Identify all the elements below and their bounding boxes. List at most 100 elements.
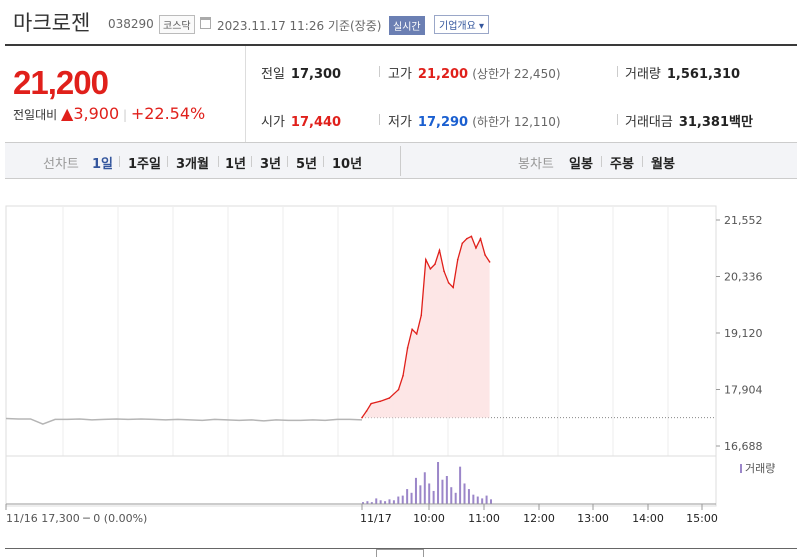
- data-point: [415, 333, 418, 335]
- y-tick-label: 20,336: [724, 271, 763, 284]
- prev-day-label: 11/16 17,300 ─ 0 (0.00%): [6, 512, 147, 525]
- data-point: [370, 402, 372, 405]
- y-tick-label: 16,688: [724, 440, 763, 453]
- volume-bar: [362, 502, 364, 504]
- volume-bar: [432, 490, 435, 504]
- day-low-label: 저가: [388, 115, 412, 130]
- tab-daily-candle[interactable]: 일봉: [569, 157, 593, 172]
- upper-limit: (상한가 22,450): [472, 67, 561, 81]
- series-today-line: [361, 235, 491, 418]
- lower-limit: (하한가 12,110): [472, 115, 561, 129]
- trade-value-value: 31,381: [678, 115, 730, 130]
- data-point: [488, 261, 491, 263]
- volume-bar: [459, 466, 462, 504]
- open-price: 시가 17,440: [261, 111, 341, 130]
- data-point: [365, 410, 368, 412]
- data-point: [479, 237, 482, 240]
- volume-bar: [406, 489, 409, 504]
- volume-bar: [423, 472, 426, 504]
- x-tick-label: 11:00: [468, 512, 500, 525]
- volume-bar: [379, 500, 382, 504]
- change-percent: +22.54%: [130, 104, 206, 123]
- y-tick-label: 21,552: [724, 214, 763, 227]
- data-point: [466, 237, 468, 240]
- volume-bar: [366, 501, 369, 504]
- data-point: [452, 286, 454, 289]
- line-chart-label: 선차트: [43, 157, 79, 172]
- volume-bar: [467, 489, 470, 504]
- volume-value: 1,561,310: [666, 67, 741, 82]
- tab-10-years[interactable]: 10년: [332, 157, 363, 172]
- volume: 거래량 1,561,310: [625, 63, 740, 82]
- tab-monthly-candle[interactable]: 월봉: [651, 157, 675, 172]
- data-point: [434, 263, 436, 266]
- volume-bar: [419, 485, 422, 504]
- quote-datetime: 2023.11.17 11:26 기준(장중): [217, 19, 382, 33]
- volume-bar: [485, 495, 488, 504]
- data-point: [420, 314, 423, 317]
- volume-bar: [428, 483, 431, 504]
- data-point: [475, 247, 477, 249]
- tab-1-day[interactable]: 1일: [92, 157, 114, 172]
- stock-name[interactable]: 마크로젠: [13, 11, 91, 35]
- tab-3-months[interactable]: 3개월: [176, 157, 209, 172]
- tab-3-years[interactable]: 3년: [260, 157, 282, 172]
- data-point: [425, 258, 427, 261]
- divider: [5, 548, 797, 549]
- day-low: 저가 17,290 (하한가 12,110): [388, 111, 561, 130]
- realtime-button[interactable]: 실시간: [389, 16, 425, 35]
- tab-5-years[interactable]: 5년: [296, 157, 318, 172]
- volume-bar: [481, 498, 484, 504]
- volume-bar: [463, 483, 466, 504]
- data-point: [484, 254, 486, 256]
- tab-weekly-candle[interactable]: 주봉: [610, 157, 634, 172]
- volume-bar: [401, 495, 404, 504]
- tab-1-week[interactable]: 1주일: [128, 157, 161, 172]
- expand-handle[interactable]: [376, 549, 424, 557]
- market-badge: 코스닥: [159, 15, 195, 34]
- volume-bar: [472, 494, 475, 504]
- data-point: [429, 268, 432, 270]
- prev-close-value: 17,300: [290, 67, 342, 82]
- volume-bar: [414, 477, 417, 504]
- volume-bar: [410, 492, 413, 504]
- volume-bar: [375, 498, 378, 504]
- day-low-value: 17,290: [417, 115, 469, 130]
- volume-bar: [370, 502, 373, 504]
- day-high-label: 고가: [388, 67, 412, 82]
- trade-value: 거래대금 31,381백만: [625, 111, 753, 130]
- x-tick-label: 10:00: [413, 512, 445, 525]
- x-tick-label: 14:00: [632, 512, 664, 525]
- day-high: 고가 21,200 (상한가 22,450): [388, 63, 561, 82]
- price-chart: 21,552 20,336 19,120 17,904 16,688 거래량 11/16 1…: [5, 205, 775, 525]
- data-point: [406, 347, 409, 349]
- tab-1-year[interactable]: 1년: [225, 157, 247, 172]
- volume-bar: [388, 499, 391, 504]
- stock-header: 마크로젠 038290 코스닥 2023.11.17 11:26 기준(장중) …: [0, 0, 797, 44]
- stock-code: 038290: [108, 17, 154, 31]
- volume-bar: [392, 500, 395, 504]
- data-point: [438, 249, 441, 252]
- company-profile-dropdown[interactable]: 기업개요 ▾: [434, 15, 489, 34]
- y-tick-label: 19,120: [724, 327, 763, 340]
- prev-close: 전일 17,300: [261, 63, 341, 82]
- series-prev-day-line: [5, 417, 363, 425]
- prev-close-label: 전일: [261, 67, 285, 82]
- change-label: 전일대비: [13, 108, 58, 122]
- data-point: [388, 397, 391, 399]
- data-point: [443, 270, 445, 273]
- open-label: 시가: [261, 115, 285, 130]
- volume-panel: [5, 455, 717, 507]
- series-today-area: [362, 236, 490, 418]
- data-point: [461, 242, 464, 245]
- candle-chart-label: 봉차트: [518, 157, 554, 172]
- data-point: [402, 374, 404, 377]
- divider: [245, 46, 246, 142]
- data-point: [379, 400, 382, 403]
- x-tick-label: 11/17: [360, 512, 392, 525]
- data-point: [397, 388, 400, 391]
- volume-legend-swatch: [740, 464, 742, 473]
- volume-bar: [490, 499, 492, 504]
- volume-label: 거래량: [625, 67, 661, 82]
- volume-bar: [476, 496, 479, 504]
